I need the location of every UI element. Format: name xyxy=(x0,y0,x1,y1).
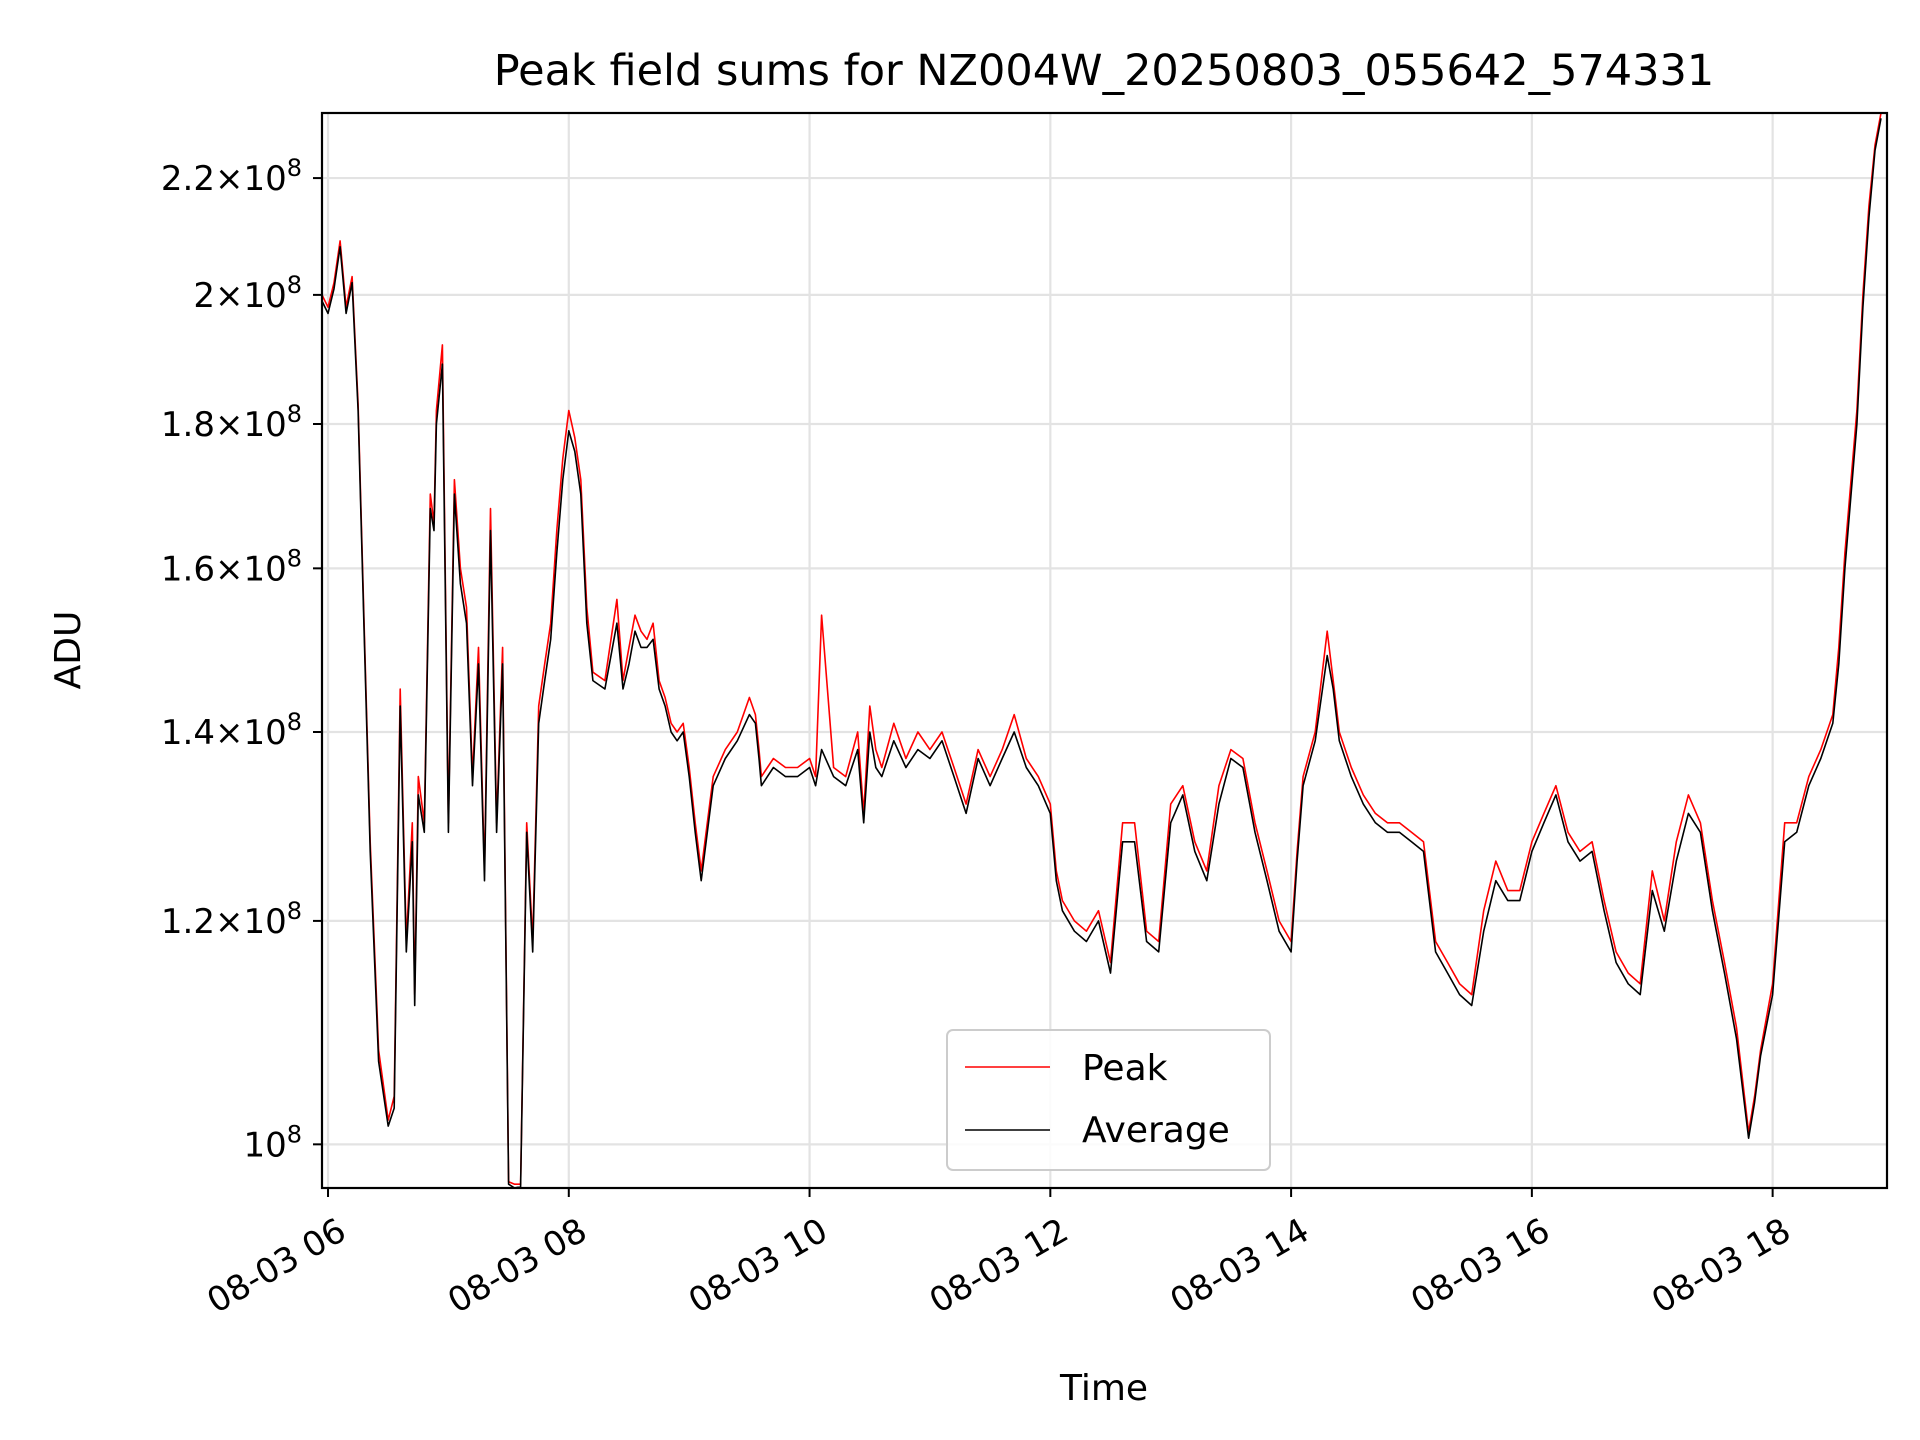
y-tick-label: 1.8×108 xyxy=(161,400,302,445)
y-tick-label: 2.2×108 xyxy=(161,154,302,199)
legend: Peak Average xyxy=(946,1029,1271,1171)
chart-title: Peak field sums for NZ004W_20250803_0556… xyxy=(494,46,1715,96)
legend-label-average: Average xyxy=(1082,1110,1230,1151)
y-tick-label: 1.6×108 xyxy=(161,544,302,589)
y-tick-label: 1.4×108 xyxy=(161,708,302,753)
y-axis: 108 1.2×108 1.4×108 1.6×108 1.8×108 2×108 2.2×… xyxy=(161,154,322,1165)
legend-label-peak: Peak xyxy=(1082,1048,1168,1089)
series-layer xyxy=(322,113,1882,1188)
series-line-average xyxy=(322,118,1882,1188)
x-axis-label: Time xyxy=(1059,1368,1148,1409)
y-tick-label: 1.2×108 xyxy=(161,897,302,942)
grid xyxy=(322,113,1887,1188)
plot-frame xyxy=(320,111,1889,1190)
y-tick-label: 108 xyxy=(243,1120,302,1165)
y-tick-label: 2×108 xyxy=(193,271,302,316)
legend-box xyxy=(946,1029,1271,1171)
y-axis-label: ADU xyxy=(48,611,89,690)
